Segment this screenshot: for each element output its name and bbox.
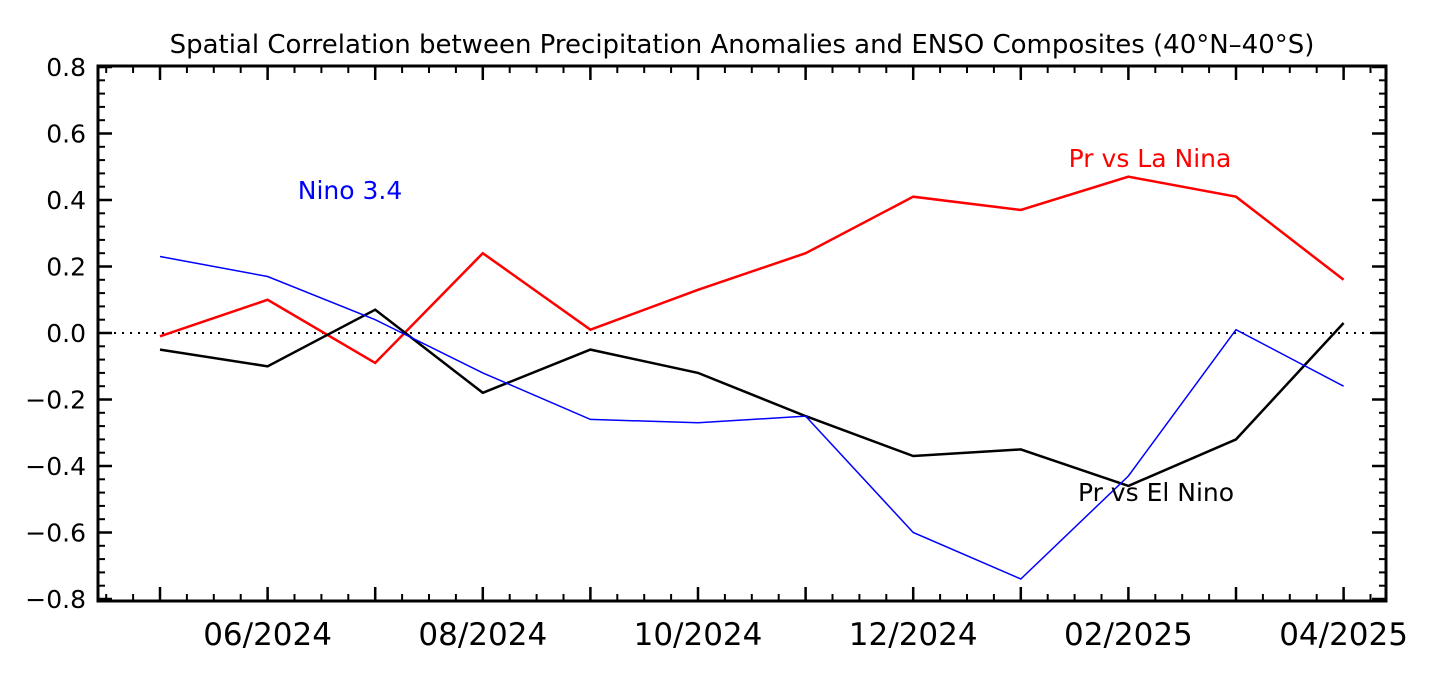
y-tick-label: −0.6: [25, 519, 86, 548]
y-tick-label: −0.4: [25, 452, 86, 481]
annotation-pr-vs-el-nino: Pr vs El Nino: [1078, 478, 1234, 507]
y-tick-label: −0.2: [25, 386, 86, 415]
series-line-pr-vs-la-nina: [159, 175, 1345, 365]
annotation-pr-vs-la-nina: Pr vs La Nina: [1069, 144, 1232, 173]
x-tick-label: 12/2024: [849, 617, 978, 653]
y-tick-label: 0.4: [46, 186, 86, 215]
x-tick-label: 04/2025: [1279, 617, 1408, 653]
y-tick-label: 0.0: [46, 319, 86, 348]
x-tick-label: 02/2025: [1064, 617, 1193, 653]
annotations: Pr vs La Nina Nino 3.4 Pr vs El Nino: [298, 144, 1234, 507]
x-tick-label: 10/2024: [634, 617, 763, 653]
series-line-nino-3-4: [159, 255, 1344, 580]
y-tick-label: 0.2: [46, 253, 86, 282]
y-tick-label: 0.6: [46, 120, 86, 149]
series-line-pr-vs-el-nino: [159, 308, 1345, 488]
y-tick-label: −0.8: [25, 585, 86, 614]
x-tick-label: 08/2024: [418, 617, 547, 653]
series-lines: [159, 175, 1345, 580]
x-tick-label: 06/2024: [203, 617, 332, 653]
annotation-nino-3-4: Nino 3.4: [298, 176, 403, 205]
y-tick-label: 0.8: [46, 53, 86, 82]
chart-title: Spatial Correlation between Precipitatio…: [170, 30, 1315, 60]
axes: −0.8 −0.6 −0.4 −0.2 0.0 0.2 0.4 0.6 0.8 06/2024 08…: [25, 53, 1408, 653]
